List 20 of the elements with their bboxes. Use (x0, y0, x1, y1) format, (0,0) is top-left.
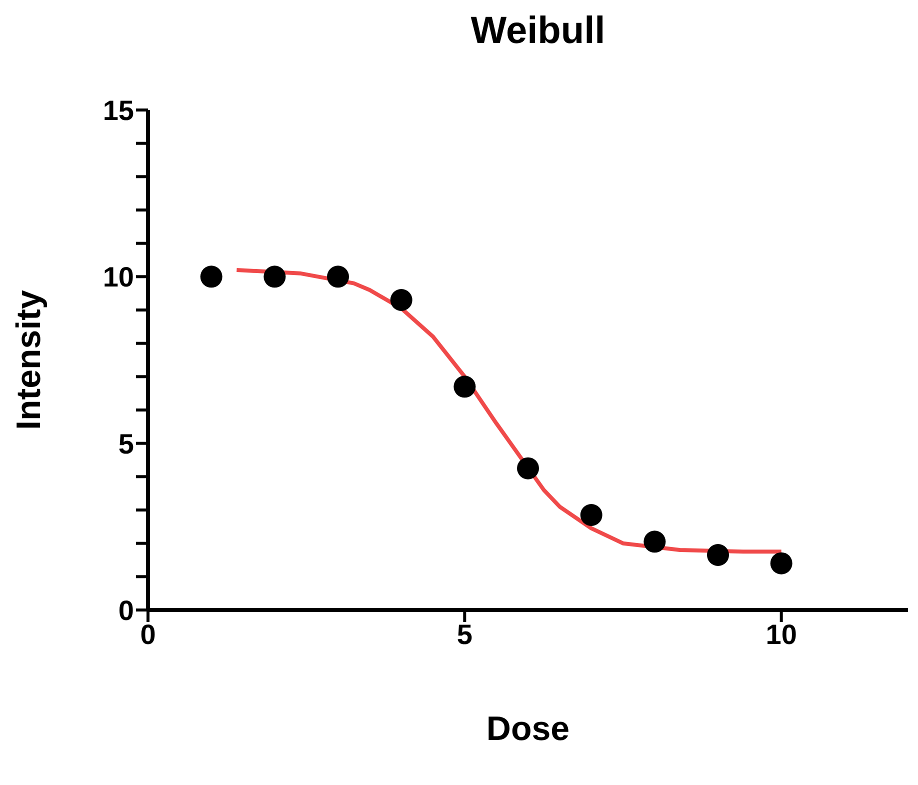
point (264, 266, 286, 288)
point (580, 504, 602, 526)
y-tick-label: 10 (102, 262, 134, 293)
x-tick-label: 5 (456, 618, 472, 650)
x-tick-label: 10 (766, 618, 797, 650)
point (770, 552, 792, 574)
point (390, 289, 412, 311)
y-tick-label: 0 (118, 594, 134, 626)
point (644, 530, 666, 553)
y-tick-label: 5 (118, 428, 134, 460)
point (200, 266, 222, 288)
point (327, 266, 349, 288)
x-tick-label: 0 (140, 618, 156, 650)
point (707, 544, 729, 566)
y-tick-label: 15 (102, 94, 134, 126)
y-axis-title: Intensity (10, 290, 48, 430)
chart-title: Weibull (470, 10, 606, 54)
point (517, 457, 539, 480)
point (454, 376, 476, 398)
x-axis-title: Dose (486, 710, 570, 748)
